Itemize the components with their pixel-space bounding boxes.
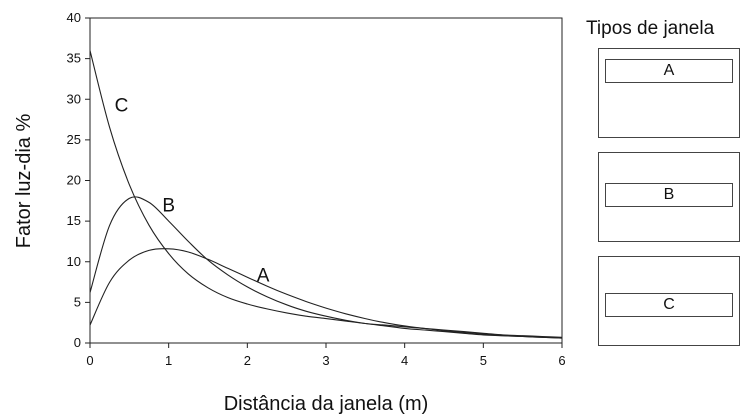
y-tick-label: 5 [74,294,81,309]
x-axis-title: Distância da janela (m) [224,393,429,415]
window-type-c-box: C [598,256,740,346]
x-tick-label: 3 [322,353,329,368]
window-type-b-box: B [598,152,740,242]
window-type-a-label: A [605,59,733,83]
window-type-b-label: B [605,183,733,207]
y-tick-label: 10 [67,254,81,269]
y-tick-label: 40 [67,10,81,25]
series-line-b [89,196,563,339]
curve-label-b: B [162,195,175,216]
y-tick-label: 35 [67,51,81,66]
series-line-a [89,248,563,339]
y-tick-label: 25 [67,132,81,147]
curve-label-c: C [115,95,129,116]
x-tick-label: 1 [165,353,172,368]
x-tick-label: 0 [86,353,93,368]
x-tick-label: 4 [401,353,408,368]
plot-frame [89,17,563,344]
y-tick-label: 0 [74,335,81,350]
y-tick-label: 30 [67,91,81,106]
y-tick-label: 15 [67,213,81,228]
x-tick-label: 5 [480,353,487,368]
series-line-c [89,50,563,338]
legend-title: Tipos de janela [586,18,715,39]
x-tick-label: 2 [244,353,251,368]
y-tick-label: 20 [67,173,81,188]
window-type-c-label: C [605,293,733,317]
y-axis-title: Fator luz-dia % [13,114,35,249]
window-type-a-box: A [598,48,740,138]
x-tick-label: 6 [558,353,565,368]
curve-label-a: A [257,265,270,286]
